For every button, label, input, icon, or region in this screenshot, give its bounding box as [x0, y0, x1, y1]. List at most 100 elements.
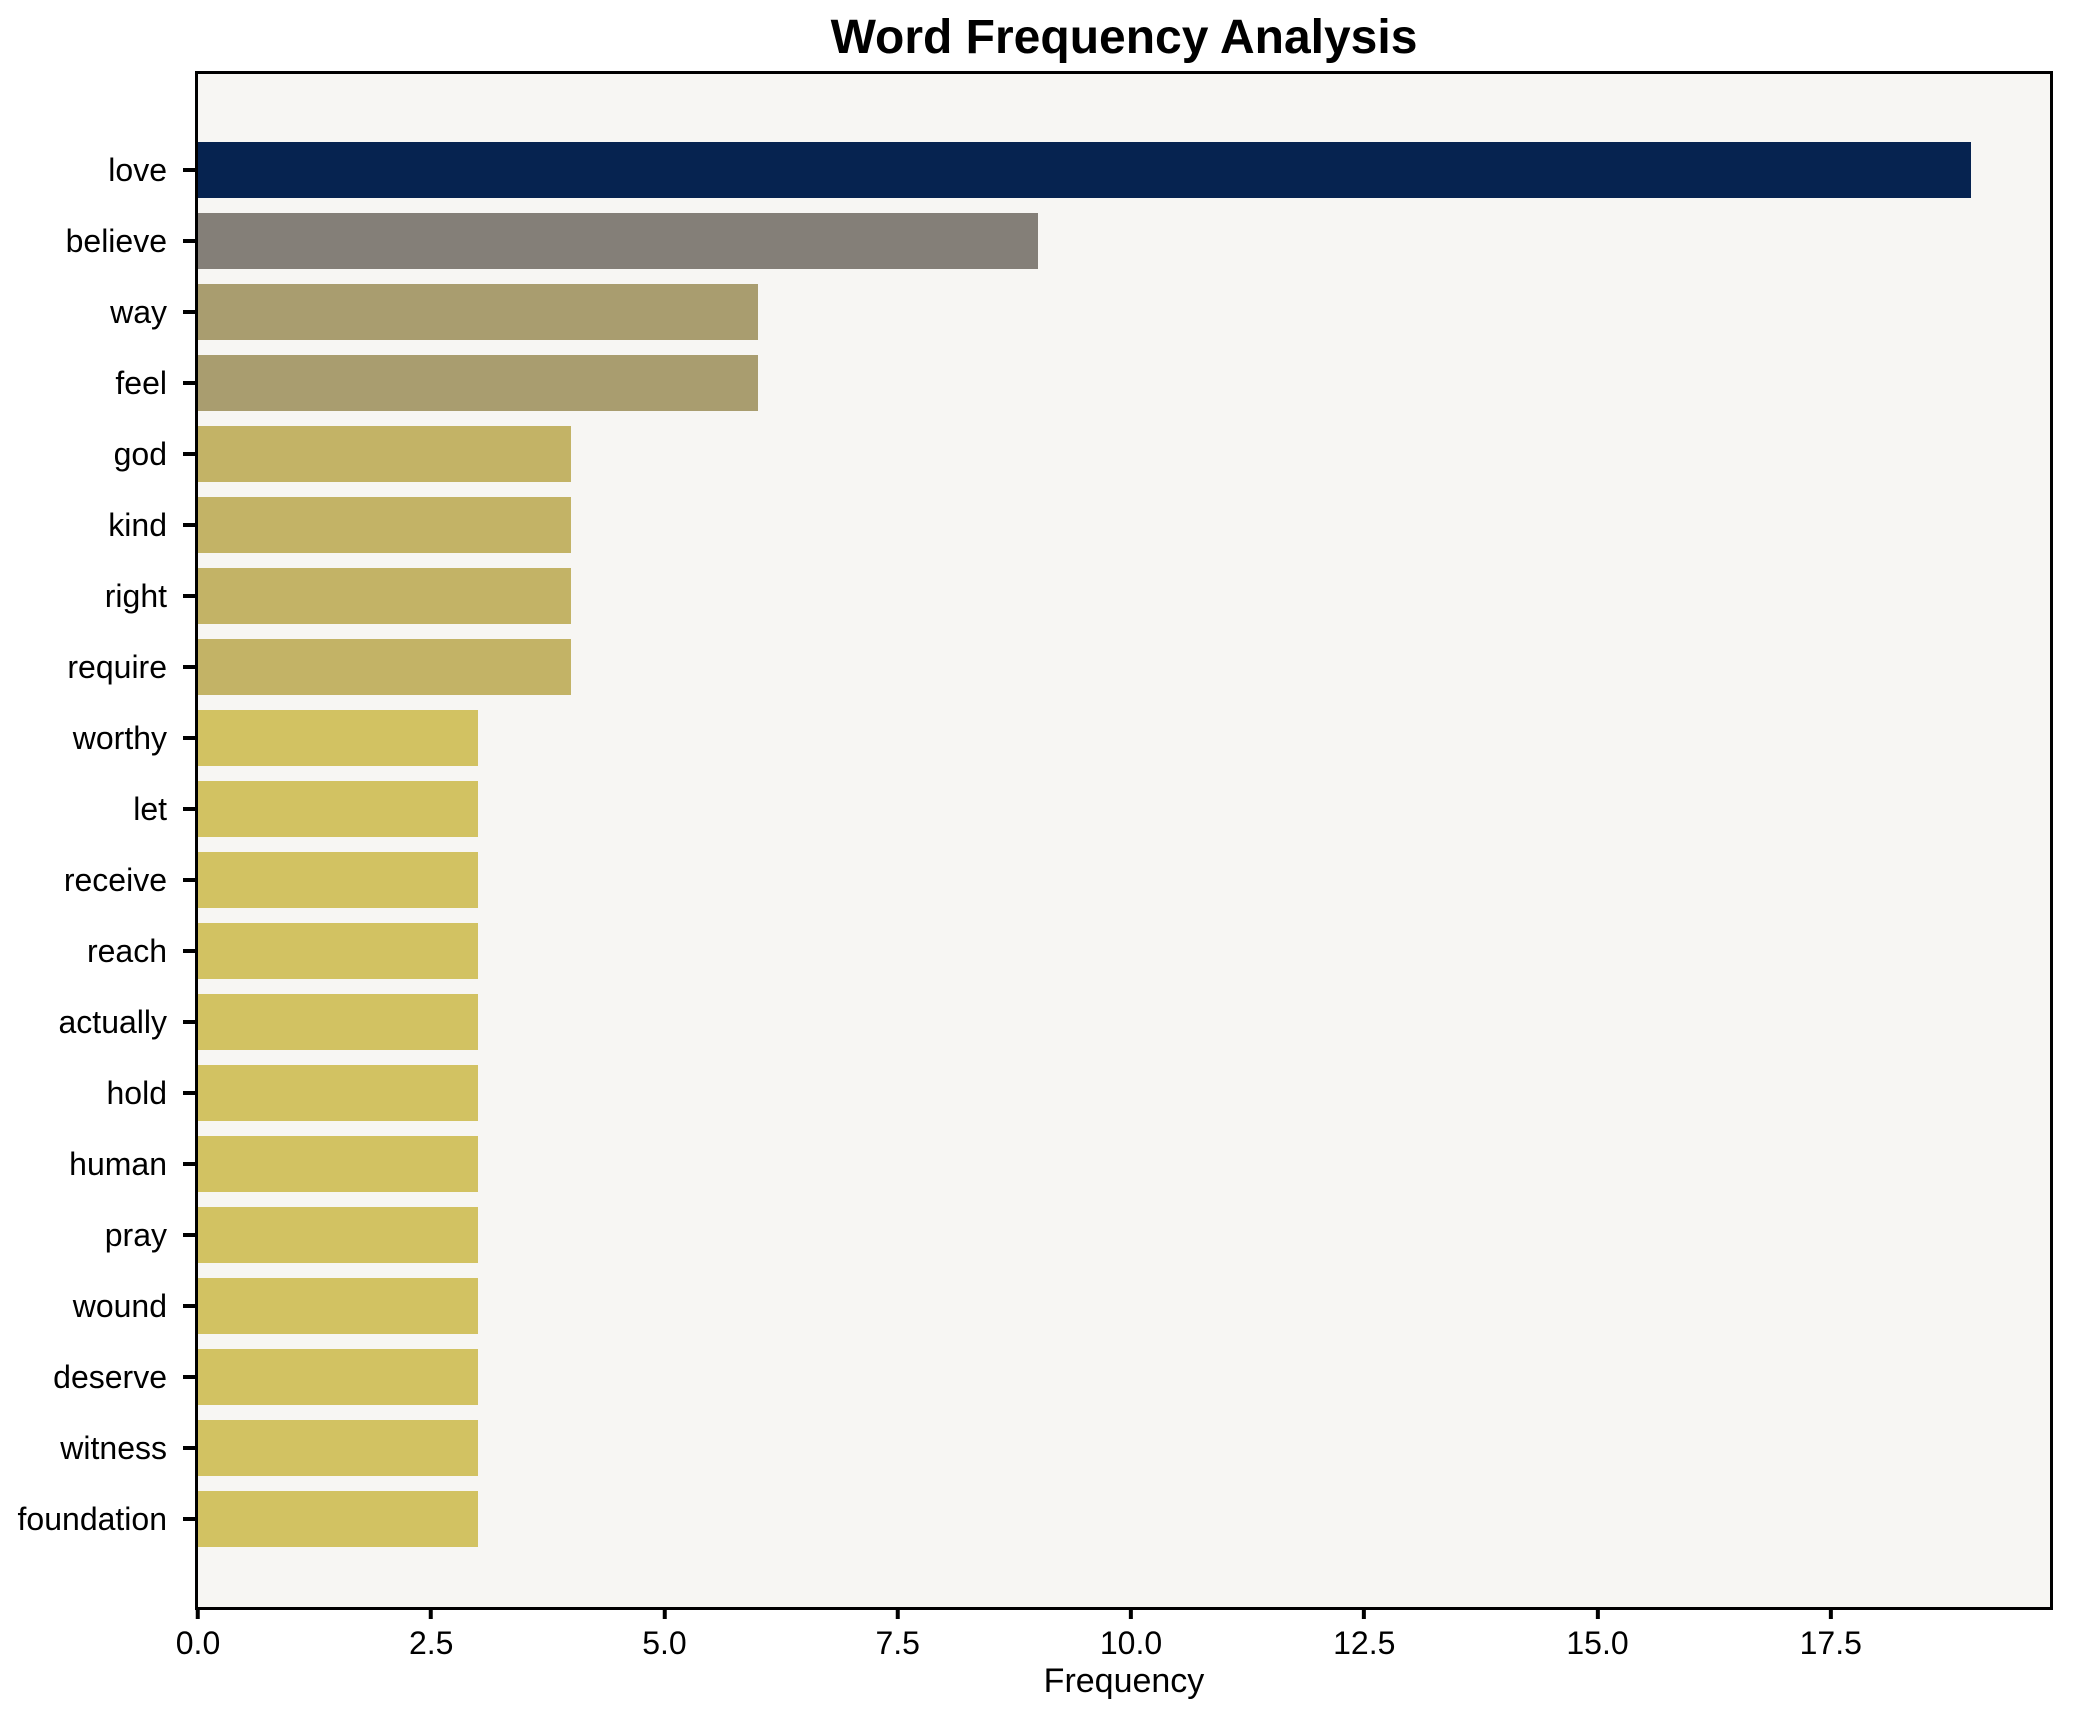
y-axis-tick-mark — [183, 948, 195, 953]
bar — [198, 1064, 478, 1121]
bar-row: actually — [59, 986, 2050, 1057]
x-axis-tick-label: 0.0 — [175, 1625, 221, 1661]
y-axis-tick-label: reach — [86, 932, 167, 969]
bar — [198, 1490, 478, 1547]
y-axis-tick-mark — [183, 522, 195, 527]
y-axis-tick-mark — [183, 1161, 195, 1166]
y-axis-tick-label: love — [108, 151, 167, 188]
bar — [198, 1135, 478, 1192]
bar — [198, 567, 572, 624]
y-axis-tick-label: way — [110, 293, 167, 330]
y-axis-tick-mark — [183, 1516, 195, 1521]
x-axis-label: Frequency — [1043, 1662, 1205, 1700]
bars-container: love believe way feel god kind right req… — [18, 134, 2050, 1554]
x-axis-tick-mark — [1828, 1607, 1833, 1619]
bar-row: witness — [60, 1412, 2050, 1483]
bar — [198, 780, 478, 837]
bar-row: kind — [108, 489, 2050, 560]
bar-row: way — [110, 276, 2050, 347]
y-axis-tick-mark — [183, 238, 195, 243]
bar — [198, 993, 478, 1050]
y-axis-tick-mark — [183, 1303, 195, 1308]
bar-row: feel — [115, 347, 2050, 418]
bar — [198, 354, 758, 411]
x-axis-tick: 12.5 — [1333, 1607, 1395, 1661]
bar-row: foundation — [18, 1483, 2050, 1554]
x-axis-tick: 0.0 — [176, 1607, 220, 1661]
y-axis-tick-mark — [183, 1090, 195, 1095]
bar — [198, 141, 1971, 198]
y-axis-tick-label: foundation — [17, 1500, 167, 1537]
plot-area: love believe way feel god kind right req… — [18, 71, 2053, 1661]
x-axis-tick-mark — [195, 1607, 200, 1619]
y-axis-tick-mark — [183, 735, 195, 740]
x-axis-tick-label: 15.0 — [1566, 1625, 1629, 1661]
x-axis-tick: 10.0 — [1100, 1607, 1162, 1661]
y-axis-tick-label: deserve — [53, 1358, 167, 1395]
bar-row: worthy — [73, 702, 2050, 773]
bar — [198, 496, 572, 553]
y-axis-tick-label: receive — [63, 861, 167, 898]
bar — [198, 1277, 478, 1334]
y-axis-tick-mark — [183, 1232, 195, 1237]
x-axis-tick-label: 7.5 — [875, 1625, 920, 1661]
bar — [198, 638, 572, 695]
x-axis-tick-mark — [1595, 1607, 1600, 1619]
bar-row: pray — [105, 1199, 2050, 1270]
y-axis-tick-mark — [183, 309, 195, 314]
bar — [198, 212, 1038, 269]
bar — [198, 1419, 478, 1476]
bar-row: human — [69, 1128, 2050, 1199]
x-axis-tick-label: 2.5 — [408, 1625, 454, 1661]
y-axis-tick-mark — [183, 593, 195, 598]
y-axis-tick-label: feel — [115, 364, 167, 401]
bar-row: deserve — [53, 1341, 2050, 1412]
bar — [198, 851, 478, 908]
bar — [198, 922, 478, 979]
bar-row: reach — [87, 915, 2050, 986]
x-axis-tick-mark — [1128, 1607, 1133, 1619]
y-axis-tick-label: actually — [58, 1003, 168, 1040]
bar-row: receive — [64, 844, 2050, 915]
x-axis-tick-label: 12.5 — [1333, 1625, 1396, 1661]
y-axis-tick-label: god — [113, 435, 167, 472]
y-axis-tick-mark — [183, 664, 195, 669]
x-axis-tick: 2.5 — [409, 1607, 453, 1661]
bar — [198, 709, 478, 766]
y-axis-tick-label: worthy — [72, 719, 167, 756]
x-axis-tick: 15.0 — [1566, 1607, 1629, 1661]
y-axis-tick-mark — [183, 167, 195, 172]
x-axis-tick-mark — [895, 1607, 900, 1619]
y-axis-tick-mark — [183, 1019, 195, 1024]
x-axis-tick-label: 10.0 — [1099, 1625, 1163, 1661]
x-axis-tick-label: 5.0 — [642, 1625, 687, 1661]
bar-row: require — [67, 631, 2050, 702]
y-axis-tick-label: believe — [65, 222, 167, 259]
bar-row: god — [114, 418, 2050, 489]
y-axis-tick-label: hold — [106, 1074, 168, 1111]
y-axis-tick-label: right — [104, 577, 167, 614]
x-axis-tick: 5.0 — [642, 1607, 687, 1661]
y-axis-tick-label: let — [133, 790, 167, 827]
x-axis-tick-mark — [429, 1607, 434, 1619]
x-axis-tick: 7.5 — [875, 1607, 920, 1661]
y-axis-tick-mark — [183, 1445, 195, 1450]
x-axis-tick-mark — [662, 1607, 667, 1619]
y-axis-tick-mark — [183, 877, 195, 882]
y-axis-tick-mark — [183, 451, 195, 456]
x-axis-tick-mark — [1362, 1607, 1367, 1619]
bar — [198, 1348, 478, 1405]
x-axis-tick: 17.5 — [1800, 1607, 1862, 1661]
bar-row: wound — [73, 1270, 2050, 1341]
bar-row: right — [105, 560, 2050, 631]
bar-row: let — [133, 773, 2050, 844]
y-axis-tick-label: witness — [60, 1429, 167, 1466]
y-axis-tick-label: human — [69, 1145, 167, 1182]
bar — [198, 1206, 478, 1263]
bar-row: believe — [66, 205, 2050, 276]
y-axis-tick-mark — [183, 380, 195, 385]
y-axis-tick-label: require — [67, 648, 167, 685]
y-axis-tick-label: wound — [72, 1287, 167, 1324]
y-axis-tick-label: pray — [104, 1216, 167, 1253]
